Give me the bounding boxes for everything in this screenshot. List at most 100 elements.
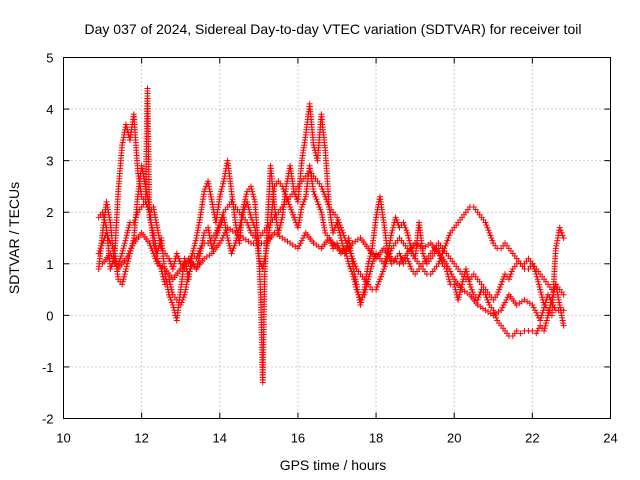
data-point: [380, 260, 387, 267]
data-point-run: [131, 113, 141, 172]
data-point: [537, 317, 544, 324]
x-tick-label: 24: [603, 431, 617, 446]
data-point-run: [365, 263, 375, 280]
data-point-run: [492, 308, 502, 317]
data-point: [443, 260, 450, 267]
data-point: [443, 240, 450, 247]
x-tick-label: 10: [56, 431, 70, 446]
data-point-run: [245, 222, 254, 234]
data-point: [404, 229, 411, 236]
data-point-run: [350, 258, 359, 270]
data-point: [541, 327, 548, 334]
data-point-run: [461, 288, 471, 296]
data-point-run: [244, 201, 254, 218]
data-point-run: [209, 237, 218, 249]
data-point-run: [248, 186, 258, 203]
data-point-run: [429, 242, 440, 255]
data-point: [169, 302, 176, 309]
data-point-run: [374, 247, 386, 260]
data-point: [228, 250, 235, 257]
x-tick-label: 16: [291, 431, 305, 446]
plot-frame: [63, 57, 611, 419]
data-point: [334, 214, 340, 221]
data-point-run: [366, 247, 378, 260]
data-point: [482, 219, 489, 226]
data-point-run: [483, 294, 492, 306]
data-point: [123, 255, 130, 262]
data-point: [474, 296, 481, 303]
data-point-run: [218, 227, 230, 244]
data-point: [498, 307, 505, 314]
data-point: [494, 291, 501, 298]
data-point-run: [369, 216, 379, 249]
data-point: [392, 214, 399, 221]
data-point: [517, 330, 524, 337]
data-point: [294, 245, 301, 252]
data-point-run: [311, 191, 320, 203]
data-point: [341, 235, 348, 241]
data-point-run: [342, 237, 351, 249]
data-point: [103, 198, 110, 205]
data-point-run: [210, 242, 222, 255]
data-point: [345, 260, 352, 267]
data-point-run: [336, 247, 346, 255]
data-point: [357, 302, 364, 309]
data-point: [244, 219, 251, 226]
data-point-run: [546, 294, 558, 311]
data-point: [248, 183, 255, 190]
data-point: [99, 240, 106, 247]
data-point: [244, 198, 251, 205]
data-point-run: [242, 236, 252, 245]
data-point-run: [475, 289, 484, 301]
data-point-run: [382, 247, 394, 260]
data-point-run: [259, 273, 268, 383]
data-point-run: [393, 216, 402, 229]
data-point-run: [289, 241, 299, 250]
data-point-run: [104, 232, 113, 244]
data-point-run: [483, 222, 492, 234]
data-point: [185, 271, 192, 278]
data-point-run: [378, 268, 386, 280]
data-point-run: [163, 268, 175, 281]
data-point-run: [352, 236, 361, 245]
data-point: [388, 229, 395, 236]
data-point: [283, 193, 290, 200]
data-point: [404, 255, 411, 262]
data-point: [459, 281, 466, 288]
data-point: [95, 250, 102, 257]
data-point: [310, 188, 317, 195]
data-point-run: [178, 294, 187, 306]
data-point: [513, 327, 520, 334]
data-point: [220, 214, 227, 221]
data-point-run: [124, 242, 136, 259]
data-point-run: [444, 268, 453, 285]
data-point-run: [194, 257, 206, 270]
data-point: [232, 240, 239, 247]
data-point: [248, 214, 255, 221]
data-point-run: [116, 253, 125, 265]
data-point-run: [119, 268, 129, 285]
data-point-run: [299, 196, 308, 208]
data-point-run: [167, 294, 175, 306]
data-point-run: [534, 325, 542, 334]
data-point-run: [115, 144, 125, 192]
data-point-run: [276, 216, 285, 234]
data-point: [255, 255, 262, 262]
data-point-run: [295, 206, 305, 229]
data-point-run: [444, 263, 456, 280]
data-point-run: [468, 293, 480, 306]
data-point: [560, 322, 567, 329]
data-point-run: [516, 298, 525, 307]
data-point: [208, 198, 215, 205]
data-point: [560, 235, 567, 241]
data-point: [365, 276, 372, 283]
data-point-run: [405, 258, 414, 270]
data-points: [95, 85, 567, 386]
data-point-run: [444, 232, 453, 244]
data-point-run: [166, 278, 176, 296]
data-point: [396, 250, 403, 257]
data-point-run: [174, 253, 183, 265]
data-point-run: [213, 227, 222, 239]
data-point: [334, 240, 340, 247]
data-point: [466, 281, 473, 288]
